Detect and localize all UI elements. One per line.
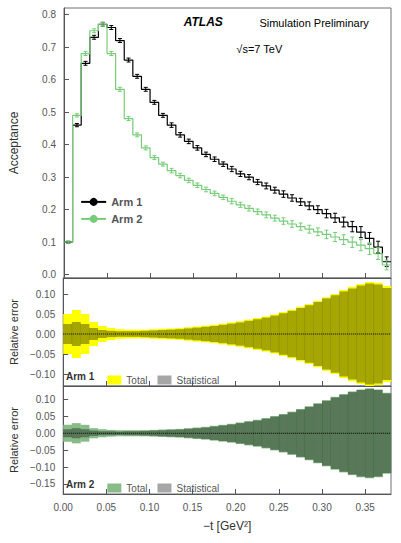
- svg-text:0.10: 0.10: [36, 394, 56, 405]
- svg-text:0.05: 0.05: [36, 309, 56, 320]
- svg-text:0.3: 0.3: [42, 172, 56, 183]
- svg-text:−0.10: −0.10: [30, 462, 56, 473]
- svg-text:0.5: 0.5: [42, 107, 56, 118]
- svg-text:Relative error: Relative error: [8, 299, 20, 365]
- svg-text:0.25: 0.25: [269, 502, 289, 513]
- svg-text:0.2: 0.2: [42, 204, 56, 215]
- svg-text:√s=7 TeV: √s=7 TeV: [236, 43, 283, 55]
- svg-text:Total: Total: [126, 483, 147, 494]
- svg-text:Acceptance: Acceptance: [7, 111, 21, 174]
- svg-text:−0.05: −0.05: [30, 445, 56, 456]
- svg-text:0.05: 0.05: [97, 502, 117, 513]
- svg-text:Total: Total: [126, 375, 147, 386]
- svg-text:0.30: 0.30: [312, 502, 332, 513]
- svg-text:−0.15: −0.15: [30, 478, 56, 489]
- svg-text:0.7: 0.7: [42, 42, 56, 53]
- svg-text:0.05: 0.05: [36, 411, 56, 422]
- svg-text:ATLAS: ATLAS: [183, 15, 223, 29]
- svg-text:−0.05: −0.05: [30, 349, 56, 360]
- svg-text:0.00: 0.00: [36, 329, 56, 340]
- svg-text:Arm 2: Arm 2: [66, 479, 95, 490]
- svg-text:Arm 1: Arm 1: [111, 196, 142, 208]
- svg-text:0.10: 0.10: [36, 289, 56, 300]
- svg-text:Relative error: Relative error: [8, 407, 20, 473]
- svg-text:0.00: 0.00: [36, 428, 56, 439]
- svg-text:−0.10: −0.10: [30, 369, 56, 380]
- svg-text:Statistical: Statistical: [176, 483, 219, 494]
- svg-text:0.15: 0.15: [183, 502, 203, 513]
- svg-text:0.20: 0.20: [226, 502, 246, 513]
- svg-text:0.4: 0.4: [42, 139, 56, 150]
- svg-text:Statistical: Statistical: [176, 375, 219, 386]
- svg-text:0.00: 0.00: [53, 502, 73, 513]
- svg-text:0.0: 0.0: [42, 269, 56, 280]
- svg-text:Arm 2: Arm 2: [111, 213, 142, 225]
- svg-text:−t [GeV²]: −t [GeV²]: [203, 519, 251, 533]
- svg-text:0.8: 0.8: [42, 9, 56, 20]
- svg-text:0.35: 0.35: [355, 502, 375, 513]
- svg-text:Simulation Preliminary: Simulation Preliminary: [259, 17, 369, 29]
- svg-text:0.6: 0.6: [42, 74, 56, 85]
- svg-text:0.10: 0.10: [140, 502, 160, 513]
- svg-text:Arm 1: Arm 1: [66, 371, 95, 382]
- svg-text:0.1: 0.1: [42, 237, 56, 248]
